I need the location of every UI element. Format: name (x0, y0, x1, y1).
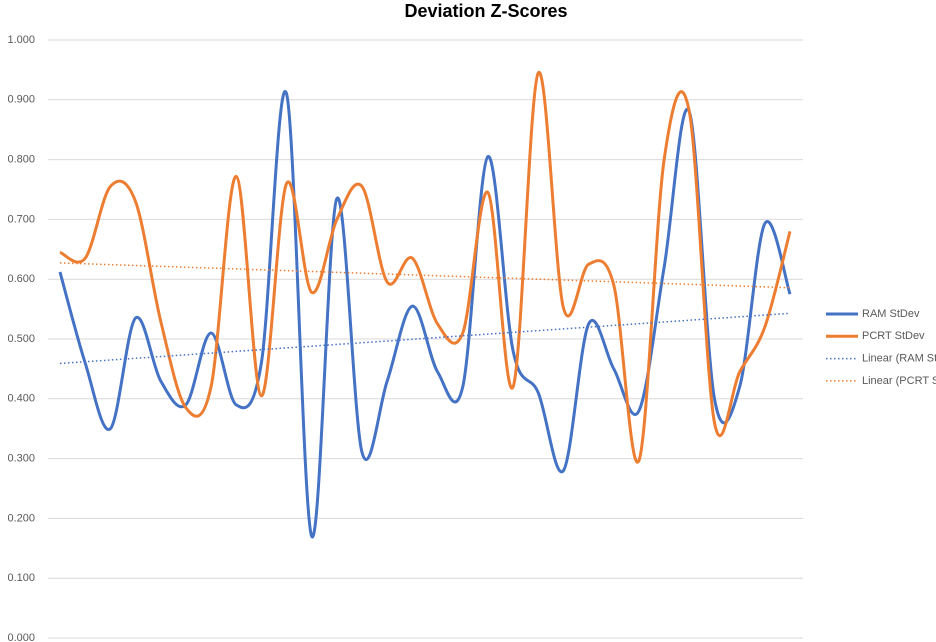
y-tick-label: 0.000 (7, 632, 35, 642)
y-tick-label: 0.600 (7, 273, 35, 285)
legend-label: Linear (RAM StDev) (862, 353, 936, 365)
series-line (59, 71, 792, 464)
y-tick-label: 0.100 (7, 572, 35, 584)
legend-label: Linear (PCRT StDev) (862, 375, 936, 387)
y-tick-label: 0.400 (7, 393, 35, 405)
y-tick-label: 0.900 (7, 94, 35, 106)
trendline (59, 262, 791, 289)
y-tick-label: 1.000 (7, 34, 35, 46)
y-tick-label: 0.500 (7, 333, 35, 345)
series-line (58, 89, 792, 538)
y-tick-label: 0.300 (7, 453, 35, 465)
legend-label: RAM StDev (862, 308, 920, 320)
y-tick-label: 0.700 (7, 213, 35, 225)
y-tick-label: 0.800 (7, 154, 35, 166)
chart-title: Deviation Z-Scores (404, 1, 567, 21)
y-tick-label: 0.200 (7, 512, 35, 524)
legend-label: PCRT StDev (862, 330, 925, 342)
